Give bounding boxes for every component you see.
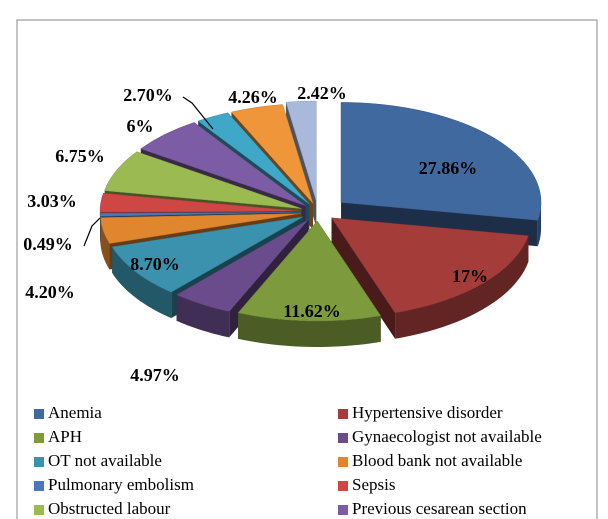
legend-label: Blood bank not available: [352, 451, 522, 470]
legend-label: Hypertensive disorder: [352, 403, 503, 422]
data-label: 4.97%: [130, 365, 180, 385]
legend-swatch: [34, 409, 44, 419]
leader-line: [83, 217, 101, 247]
leader-line: [182, 96, 214, 130]
legend-label: Sepsis: [352, 475, 395, 494]
legend-swatch: [34, 433, 44, 443]
data-label: 3.03%: [27, 191, 77, 211]
legend-label: OT not available: [48, 451, 162, 470]
legend-label: Anemia: [48, 403, 102, 422]
slice: [99, 193, 301, 213]
legend-label: Gynaecologist not available: [352, 427, 542, 446]
slice: [104, 151, 302, 209]
data-label: 0.49%: [23, 234, 73, 254]
legend-swatch: [338, 409, 348, 419]
slice: [237, 220, 382, 322]
data-label: 11.62%: [283, 301, 341, 321]
legend-swatch: [338, 457, 348, 467]
slice: [230, 104, 314, 204]
legend-swatch: [34, 481, 44, 491]
data-label: 2.42%: [297, 83, 347, 103]
slice-rim: [395, 235, 529, 339]
slice-rim: [100, 217, 110, 270]
slice: [140, 122, 306, 206]
slice: [99, 211, 301, 217]
slice: [197, 112, 310, 205]
slice: [176, 219, 309, 312]
slice-rim: [176, 294, 230, 338]
slice-wall: [331, 217, 396, 339]
data-label: 17%: [452, 266, 488, 286]
data-label: 2.70%: [123, 85, 173, 105]
legend-swatch: [338, 505, 348, 515]
data-label: 6.75%: [55, 146, 105, 166]
legend-swatch: [338, 433, 348, 443]
slice-rim: [238, 312, 381, 347]
data-label: 8.70%: [130, 254, 180, 274]
legend-swatch: [34, 505, 44, 515]
legend-label: Pulmonary embolism: [48, 475, 194, 494]
slice: [331, 217, 529, 313]
pie-tops: [99, 100, 542, 322]
legend-label: Previous cesarean section: [352, 499, 527, 518]
legend-swatch: [34, 457, 44, 467]
legend-label: Obstructed labour: [48, 499, 171, 518]
data-label: 6%: [127, 116, 154, 136]
slice: [100, 213, 301, 244]
data-label: 27.86%: [419, 158, 478, 178]
slice: [111, 216, 304, 293]
slice: [285, 100, 317, 202]
legend-swatch: [338, 481, 348, 491]
slice-rim: [537, 202, 542, 247]
slice: [340, 102, 542, 221]
legend-label: APH: [48, 427, 82, 446]
data-label: 4.26%: [228, 87, 278, 107]
data-label: 4.20%: [25, 282, 75, 302]
